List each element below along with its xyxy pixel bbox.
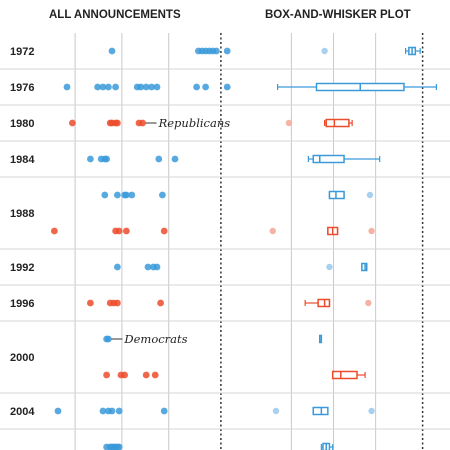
dot-1984-democrat-3 bbox=[103, 155, 110, 163]
dot-2000-republican-3 bbox=[142, 371, 150, 379]
outlier-1988-republican-0 bbox=[269, 227, 276, 235]
dot-1996-republican-4 bbox=[157, 299, 165, 307]
dot-1976-democrat-1 bbox=[94, 83, 101, 91]
dot-1992-democrat-1 bbox=[144, 263, 152, 271]
grid-layer bbox=[0, 33, 450, 450]
box-plots bbox=[269, 46, 437, 450]
dot-1976-democrat-0 bbox=[63, 83, 71, 91]
outlier-1972-democrat-0 bbox=[321, 47, 328, 55]
dot-1976-democrat-3 bbox=[105, 83, 112, 91]
panel-title-all-announcements: ALL ANNOUNCEMENTS bbox=[49, 9, 181, 21]
annotation-label-0: Republicans bbox=[158, 116, 231, 130]
annotations: Republicans Democrats bbox=[111, 116, 230, 346]
dot-1976-democrat-7 bbox=[142, 83, 150, 91]
dot-1988-democrat-1 bbox=[114, 191, 121, 199]
dot-1972-democrat-7 bbox=[223, 47, 231, 55]
dot-1980-republican-0 bbox=[69, 119, 76, 127]
year-label-2004: 2004 bbox=[10, 406, 35, 418]
outlier-2004-democrat-1 bbox=[368, 407, 375, 415]
dot-strips bbox=[51, 47, 231, 450]
dot-1976-democrat-6 bbox=[137, 83, 145, 91]
dot-1976-democrat-12 bbox=[223, 83, 231, 91]
dot-1988-republican-0 bbox=[51, 227, 58, 235]
dot-1988-democrat-4 bbox=[128, 191, 136, 199]
outlier-1996-republican-0 bbox=[365, 299, 372, 307]
dot-1976-democrat-4 bbox=[112, 83, 119, 91]
box-2004-democrat bbox=[312, 406, 329, 416]
annotation-label-1: Democrats bbox=[123, 332, 187, 346]
dot-1976-democrat-9 bbox=[153, 83, 161, 91]
dot-1976-democrat-11 bbox=[202, 83, 210, 91]
outlier-2004-democrat-0 bbox=[272, 407, 280, 415]
dot-1988-democrat-3 bbox=[123, 191, 130, 199]
box-2000-republican bbox=[331, 370, 358, 380]
panel-title-box-and-whisker: BOX-AND-WHISKER PLOT bbox=[265, 9, 411, 21]
dot-2004-democrat-5 bbox=[160, 407, 168, 415]
dot-2004-democrat-0 bbox=[54, 407, 62, 415]
year-label-2000: 2000 bbox=[10, 352, 34, 364]
dot-1984-democrat-4 bbox=[155, 155, 163, 163]
year-label-1972: 1972 bbox=[10, 46, 34, 58]
dot-2000-republican-4 bbox=[151, 371, 159, 379]
dot-1972-democrat-6 bbox=[213, 47, 220, 55]
outlier-1992-democrat-0 bbox=[326, 263, 333, 271]
dot-2004-democrat-1 bbox=[99, 407, 107, 415]
year-label-1996: 1996 bbox=[10, 298, 34, 310]
dot-1984-democrat-0 bbox=[87, 155, 94, 163]
dot-2000-democrat-1 bbox=[105, 335, 112, 343]
dot-1988-republican-3 bbox=[123, 227, 130, 235]
dot-1976-democrat-10 bbox=[193, 83, 201, 91]
dot-1996-republican-0 bbox=[87, 299, 94, 307]
dot-1980-republican-4 bbox=[114, 119, 121, 127]
year-label-1988: 1988 bbox=[10, 208, 34, 220]
dot-1988-republican-2 bbox=[115, 227, 123, 235]
dot-2008-democrat-6 bbox=[115, 443, 123, 450]
dot-2004-democrat-4 bbox=[115, 407, 123, 415]
year-label-1976: 1976 bbox=[10, 82, 34, 94]
year-label-1980: 1980 bbox=[10, 118, 34, 130]
box-1996-republican bbox=[317, 298, 331, 308]
dot-1980-republican-6 bbox=[139, 119, 147, 127]
dot-1988-republican-4 bbox=[160, 227, 168, 235]
year-labels: 1972197619801984198819921996200020042008… bbox=[10, 46, 35, 418]
year-label-1984: 1984 bbox=[10, 154, 35, 166]
box-1988-democrat bbox=[328, 190, 345, 200]
outlier-1988-republican-1 bbox=[368, 227, 375, 235]
dot-1992-democrat-0 bbox=[114, 263, 121, 271]
dot-1984-democrat-5 bbox=[171, 155, 179, 163]
dot-2000-republican-2 bbox=[121, 371, 128, 379]
dot-1988-democrat-0 bbox=[101, 191, 109, 199]
box-1984-democrat bbox=[312, 154, 345, 164]
dot-1996-republican-3 bbox=[114, 299, 121, 307]
outlier-1980-republican-0 bbox=[285, 119, 293, 127]
dot-1976-democrat-2 bbox=[99, 83, 107, 91]
dot-1972-democrat-0 bbox=[108, 47, 116, 55]
box-1992-democrat bbox=[361, 262, 368, 272]
dot-2000-republican-0 bbox=[103, 371, 110, 379]
outlier-1988-democrat-0 bbox=[366, 191, 374, 199]
box-1980-republican bbox=[325, 118, 350, 128]
year-label-1992: 1992 bbox=[10, 262, 34, 274]
dot-1992-democrat-3 bbox=[153, 263, 161, 271]
dot-2004-democrat-3 bbox=[108, 407, 116, 415]
dot-1988-democrat-5 bbox=[159, 191, 166, 199]
dot-1976-democrat-8 bbox=[148, 83, 156, 91]
